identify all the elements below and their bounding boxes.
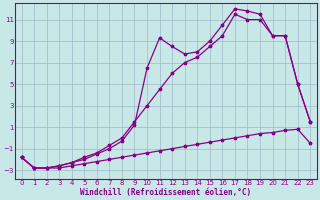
X-axis label: Windchill (Refroidissement éolien,°C): Windchill (Refroidissement éolien,°C) xyxy=(80,188,252,197)
